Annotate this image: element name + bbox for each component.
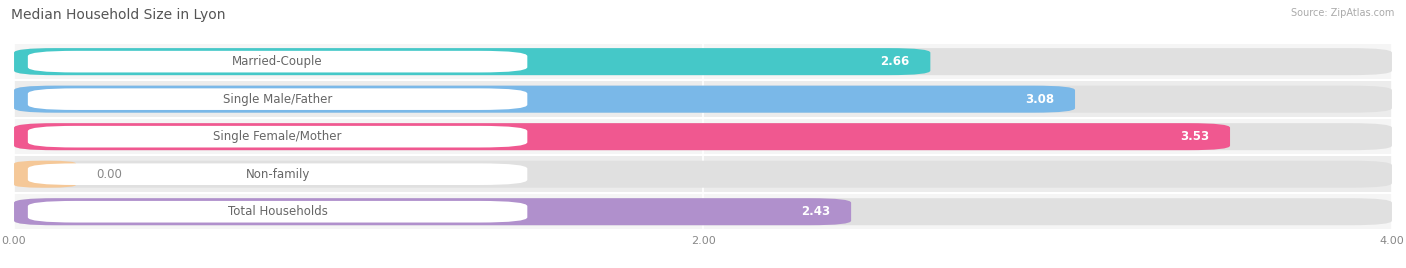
- Bar: [14, 193, 1392, 230]
- Text: 0.00: 0.00: [97, 168, 122, 181]
- FancyBboxPatch shape: [14, 48, 1392, 75]
- FancyBboxPatch shape: [14, 123, 1230, 150]
- FancyBboxPatch shape: [14, 86, 1076, 113]
- FancyBboxPatch shape: [14, 86, 1392, 113]
- FancyBboxPatch shape: [14, 123, 1392, 150]
- Text: Non-family: Non-family: [246, 168, 309, 181]
- FancyBboxPatch shape: [28, 88, 527, 110]
- Text: Single Male/Father: Single Male/Father: [224, 93, 332, 106]
- Bar: [14, 80, 1392, 118]
- FancyBboxPatch shape: [28, 126, 527, 147]
- FancyBboxPatch shape: [14, 161, 1392, 188]
- Bar: [14, 155, 1392, 193]
- Text: 2.43: 2.43: [801, 205, 831, 218]
- Text: Single Female/Mother: Single Female/Mother: [214, 130, 342, 143]
- Text: 3.08: 3.08: [1025, 93, 1054, 106]
- Bar: [14, 43, 1392, 80]
- Text: Median Household Size in Lyon: Median Household Size in Lyon: [11, 8, 226, 22]
- Text: 2.66: 2.66: [880, 55, 910, 68]
- Text: Source: ZipAtlas.com: Source: ZipAtlas.com: [1291, 8, 1395, 18]
- FancyBboxPatch shape: [28, 51, 527, 72]
- Text: Married-Couple: Married-Couple: [232, 55, 323, 68]
- FancyBboxPatch shape: [14, 198, 1392, 225]
- FancyBboxPatch shape: [14, 161, 76, 188]
- FancyBboxPatch shape: [14, 48, 931, 75]
- Bar: [14, 118, 1392, 155]
- Text: 3.53: 3.53: [1180, 130, 1209, 143]
- Text: Total Households: Total Households: [228, 205, 328, 218]
- FancyBboxPatch shape: [28, 163, 527, 185]
- FancyBboxPatch shape: [14, 198, 851, 225]
- FancyBboxPatch shape: [28, 201, 527, 222]
